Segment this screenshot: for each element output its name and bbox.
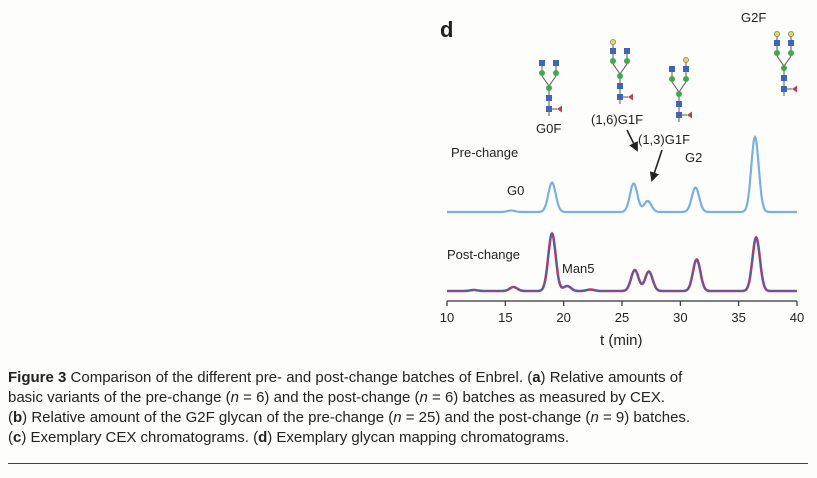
caption-line1-end: ) Relative amounts of: [540, 369, 683, 386]
trace-label-pre: Pre-change: [451, 145, 518, 160]
caption-line3: ) Relative amount of the G2F glycan of t…: [22, 409, 394, 426]
x-axis-ticks: 10 15 20 25 30 35 40: [440, 301, 804, 325]
figure-caption: Figure 3 Comparison of the different pre…: [8, 369, 691, 446]
caption-n-3: n: [393, 409, 402, 426]
caption-n-2: n: [419, 389, 428, 406]
caption-panel-b: b: [13, 409, 23, 426]
caption-line1: Comparison of the different pre- and pos…: [70, 369, 533, 386]
post-change-trace-blue: [447, 232, 797, 292]
x-tick-label: 20: [556, 310, 570, 325]
caption-rule: [8, 463, 808, 464]
g1f-16-glycan-icon: [609, 38, 634, 105]
caption-eq9: = 9) batches.: [598, 409, 691, 426]
caption-panel-c: c: [13, 429, 22, 446]
peak-label-g1f-16: (1,6)G1F: [591, 112, 643, 127]
panel-label: d: [440, 17, 453, 42]
x-tick-label: 30: [673, 310, 687, 325]
x-tick-label: 15: [498, 310, 512, 325]
arrow-g1f-13: [649, 149, 663, 182]
peak-label-g2: G2: [685, 150, 702, 165]
arrow-g1f-16: [626, 129, 638, 152]
g0f-glycan-icon: [538, 59, 563, 117]
caption-eq6b: = 6) batches as measured by CEX.: [427, 389, 666, 406]
peak-label-g0f: G0F: [536, 121, 561, 136]
g1f-13-glycan-icon: [668, 56, 693, 123]
x-tick-label: 35: [731, 310, 745, 325]
post-change-trace-red: [447, 231, 797, 293]
caption-n-4: n: [590, 409, 599, 426]
caption-panel-d: d: [258, 429, 268, 446]
peak-label-g2f: G2F: [741, 10, 766, 25]
peak-label-g1f-13: (1,3)G1F: [638, 132, 690, 147]
caption-line2: basic variants of the pre-change (: [8, 389, 231, 406]
trace-label-post: Post-change: [447, 247, 520, 262]
caption-n-1: n: [230, 389, 239, 406]
caption-panel-a: a: [532, 369, 541, 386]
caption-figure-label: Figure 3: [8, 369, 67, 386]
peak-label-g0: G0: [507, 183, 524, 198]
caption-eq25: = 25) and the post-change (: [401, 409, 591, 426]
pre-change-trace: [447, 135, 797, 214]
x-axis-label: t (min): [600, 332, 643, 349]
x-tick-label: 25: [615, 310, 629, 325]
g2f-glycan-icon: [773, 30, 798, 97]
x-tick-label: 10: [440, 310, 454, 325]
chromatogram-traces: [447, 135, 797, 293]
x-tick-label: 40: [790, 310, 804, 325]
caption-eq6: = 6) and the post-change (: [238, 389, 420, 406]
caption-line4-end: ) Exemplary glycan mapping chromatograms…: [267, 429, 570, 446]
peak-label-man5: Man5: [562, 261, 595, 276]
caption-line4: ) Exemplary CEX chromatograms. (: [21, 429, 259, 446]
